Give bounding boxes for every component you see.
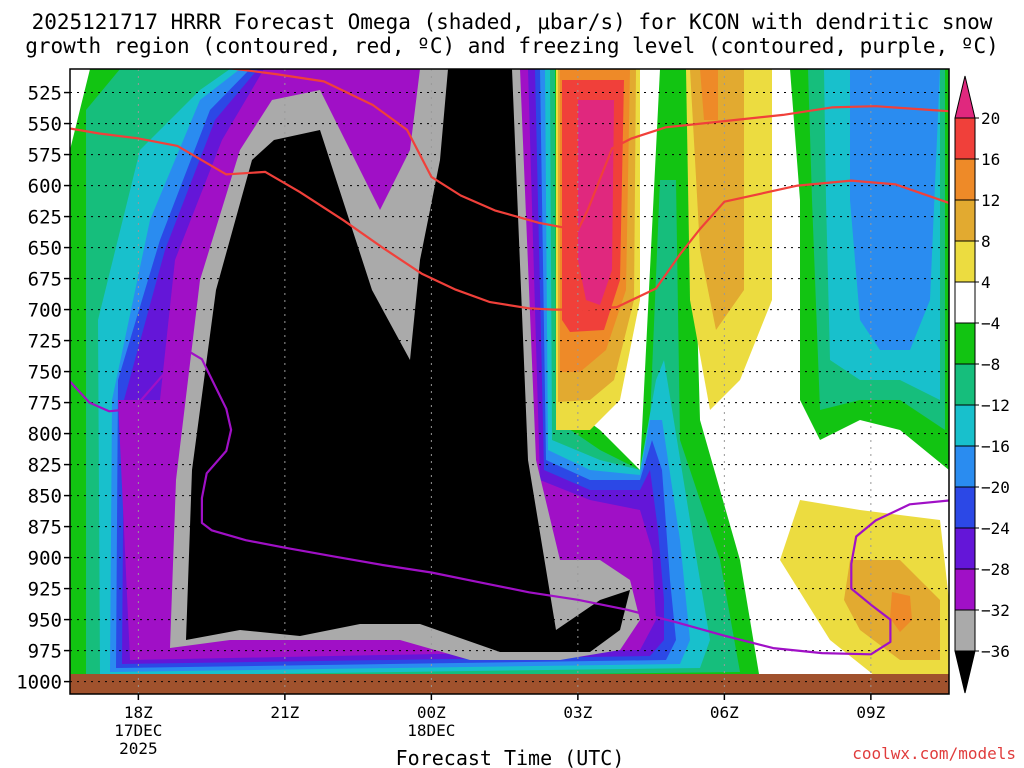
y-tick-label: 825 [28,455,62,477]
y-tick-label: 600 [28,176,62,198]
y-tick-label: 750 [28,362,62,384]
colorbar-label: −20 [981,478,1010,497]
colorbar-swatch [954,117,976,160]
y-tick-label: 550 [28,114,62,136]
omega-band-plus20 [578,100,614,305]
x-tick-date: 18DEC [407,721,455,740]
contour-line [227,69,949,232]
colorbar-label: −24 [981,519,1010,538]
y-tick-label: 675 [28,269,62,291]
y-tick-label: 525 [28,83,62,105]
colorbar-label: −16 [981,437,1010,456]
colorbar-swatch [954,363,976,406]
colorbar-label: 20 [981,109,1000,128]
chart-title-line-2: growth region (contoured, red, ºC) and f… [25,34,999,58]
colorbar-swatch [954,486,976,529]
omega-band-plus12-c [890,592,912,632]
y-tick-label: 700 [28,300,62,322]
colorbar-swatch [954,609,976,652]
contour-line [70,127,949,311]
y-tick-label: 725 [28,331,62,353]
plot-frame [69,68,950,695]
x-tick-date: 17DEC [114,721,162,740]
ground-surface [70,674,949,694]
omega-band-plus12-b [700,69,718,120]
omega-band-minus16-c [850,69,940,350]
contour-layer [70,69,949,656]
omega-band-plus8-b [690,69,744,330]
x-tick-label: 18Z [124,703,153,722]
y-tick-label: 800 [28,424,62,446]
colorbar-swatch [954,527,976,570]
colorbar-swatch [954,199,976,242]
y-tick-label: 950 [28,610,62,632]
x-tick-label: 21Z [270,703,299,722]
colorbar-swatch [954,281,976,324]
colorbar: 20 16 12 8 4 −4 −8 −12 −16 −20 −24 −28 −32 −36 [954,75,1010,694]
y-tick-label: 1000 [16,672,62,694]
y-tick-label: 625 [28,207,62,229]
x-tick-year: 2025 [119,739,158,758]
colorbar-bottom-arrow [954,650,976,694]
colorbar-label: 12 [981,191,1000,210]
colorbar-label: −32 [981,601,1010,620]
x-tick-label: 06Z [710,703,739,722]
colorbar-label: −4 [981,314,1000,333]
y-tick-label: 775 [28,393,62,415]
y-tick-label: 575 [28,145,62,167]
contour-line [70,349,949,656]
omega-shading [70,69,949,694]
colorbar-swatch [954,240,976,283]
x-axis-title: Forecast Time (UTC) [396,746,625,768]
colorbar-label: −8 [981,355,1000,374]
colorbar-label: 4 [981,273,991,292]
colorbar-label: −28 [981,560,1010,579]
watermark-text: coolwx.com/models [852,744,1016,763]
x-tick-label: 09Z [856,703,885,722]
colorbar-swatch [954,404,976,447]
omega-band-minus36 [186,69,630,652]
colorbar-top-arrow [954,75,976,119]
colorbar-label: 16 [981,150,1000,169]
y-tick-label: 850 [28,486,62,508]
chart-title-line-1: 2025121717 HRRR Forecast Omega (shaded, … [32,10,993,34]
y-tick-label: 975 [28,641,62,663]
y-tick-label: 650 [28,238,62,260]
colorbar-label: 8 [981,232,991,251]
y-tick-label: 875 [28,517,62,539]
colorbar-swatch [954,322,976,365]
y-tick-label: 900 [28,548,62,570]
y-tick-label: 925 [28,579,62,601]
x-tick-label: 00Z [417,703,446,722]
colorbar-label: −36 [981,642,1010,661]
y-axis-ticks: 525 550 575 600 625 650 675 700 725 750 775 800 825 8… [16,83,70,694]
colorbar-swatch [954,445,976,488]
colorbar-label: −12 [981,396,1010,415]
colorbar-swatch [954,568,976,611]
x-tick-label: 03Z [563,703,592,722]
colorbar-swatch [954,158,976,201]
